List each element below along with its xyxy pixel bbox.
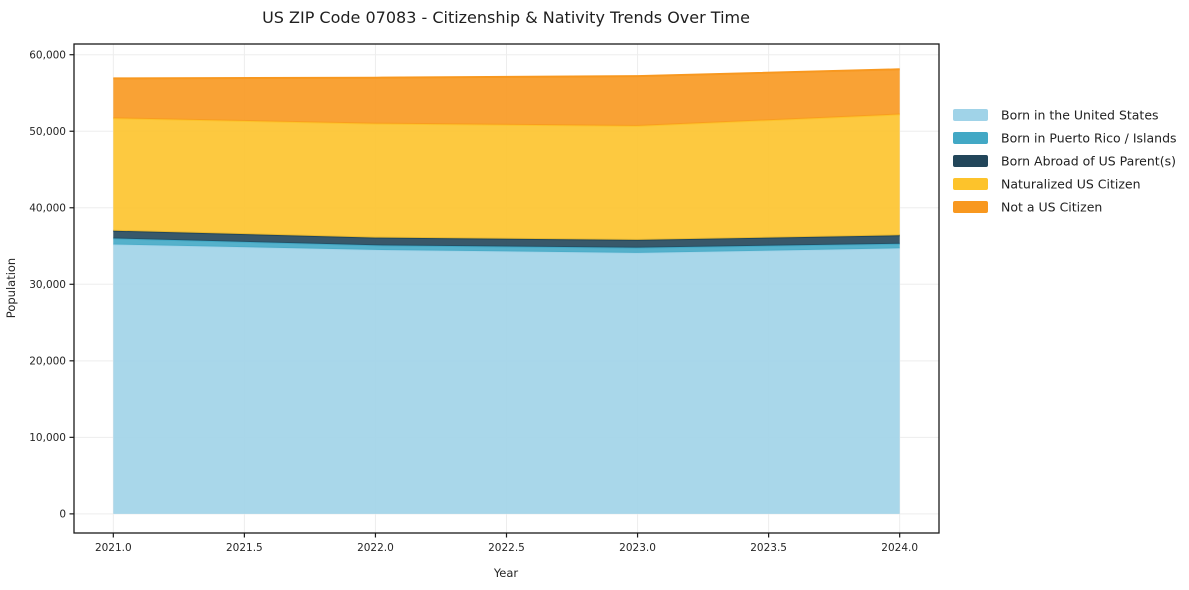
y-tick-label: 50,000 bbox=[29, 126, 66, 138]
legend-swatch bbox=[953, 201, 988, 213]
x-tick-label: 2023.0 bbox=[619, 542, 656, 554]
y-tick-label: 20,000 bbox=[29, 356, 66, 368]
y-tick-label: 10,000 bbox=[29, 432, 66, 444]
area-series bbox=[113, 114, 900, 240]
y-tick-label: 0 bbox=[59, 509, 66, 521]
area-series bbox=[113, 69, 900, 126]
legend-item: Not a US Citizen bbox=[953, 200, 1102, 215]
legend-label: Not a US Citizen bbox=[1001, 200, 1102, 215]
x-tick-label: 2023.5 bbox=[750, 542, 787, 554]
y-tick-label: 30,000 bbox=[29, 279, 66, 291]
legend-label: Born Abroad of US Parent(s) bbox=[1001, 154, 1176, 169]
legend-swatch bbox=[953, 132, 988, 144]
legend-swatch bbox=[953, 178, 988, 190]
y-tick-label: 40,000 bbox=[29, 203, 66, 215]
chart-title: US ZIP Code 07083 - Citizenship & Nativi… bbox=[262, 8, 750, 27]
area-series bbox=[113, 238, 900, 253]
legend-item: Born Abroad of US Parent(s) bbox=[953, 154, 1176, 169]
x-tick-label: 2021.0 bbox=[95, 542, 132, 554]
legend-item: Born in the United States bbox=[953, 108, 1159, 123]
x-tick-label: 2022.5 bbox=[488, 542, 525, 554]
x-tick-label: 2024.0 bbox=[881, 542, 918, 554]
legend-label: Born in Puerto Rico / Islands bbox=[1001, 131, 1177, 146]
legend-label: Naturalized US Citizen bbox=[1001, 177, 1141, 192]
y-axis-label: Population bbox=[4, 258, 18, 318]
area-series bbox=[113, 244, 900, 514]
legend-item: Naturalized US Citizen bbox=[953, 177, 1141, 192]
x-tick-label: 2022.0 bbox=[357, 542, 394, 554]
y-tick-label: 60,000 bbox=[29, 50, 66, 62]
x-tick-label: 2021.5 bbox=[226, 542, 263, 554]
legend-swatch bbox=[953, 109, 988, 121]
legend-item: Born in Puerto Rico / Islands bbox=[953, 131, 1177, 146]
legend-swatch bbox=[953, 155, 988, 167]
area-edge bbox=[113, 68, 900, 80]
legend-label: Born in the United States bbox=[1001, 108, 1159, 123]
x-axis-label: Year bbox=[493, 566, 519, 580]
